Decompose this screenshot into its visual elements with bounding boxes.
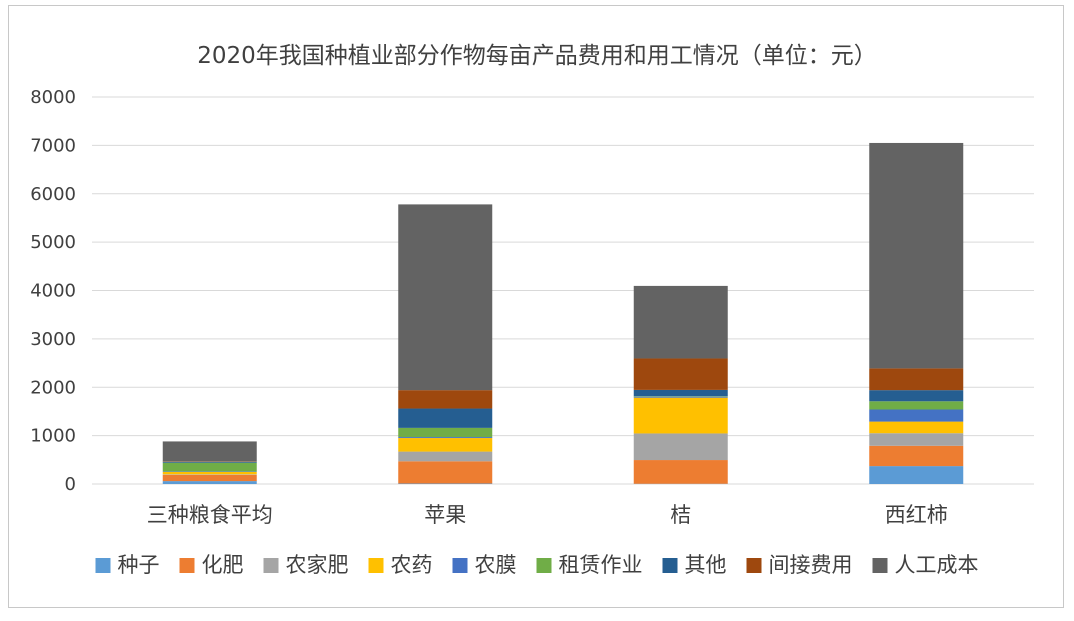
bar-segment	[162, 481, 257, 484]
bars	[162, 142, 964, 484]
bar-segment	[162, 474, 257, 482]
legend: 种子 化肥 农家肥 农药 农膜 租赁作业 其他 间接费用 人工成本	[95, 553, 979, 577]
bar-segment	[869, 368, 964, 391]
bar-segment	[398, 437, 493, 439]
bar-segment	[869, 421, 964, 434]
bar-segment	[162, 462, 257, 472]
legend-swatch	[662, 558, 678, 573]
legend-item: 间接费用	[746, 553, 853, 577]
y-tick-label: 7000	[30, 135, 76, 156]
bar-segment	[162, 441, 257, 462]
y-tick-label: 6000	[30, 184, 76, 205]
legend-label: 农药	[391, 553, 433, 577]
legend-item: 农膜	[452, 553, 517, 577]
bar-segment	[869, 433, 964, 446]
legend-label: 农膜	[475, 553, 517, 577]
x-tick-label: 桔	[670, 503, 691, 527]
bar-segment	[633, 358, 728, 390]
legend-item: 种子	[95, 553, 160, 577]
bar-segment	[398, 408, 493, 428]
bar-segment	[398, 204, 493, 391]
bar-segment	[869, 466, 964, 484]
legend-label: 化肥	[202, 553, 244, 577]
legend-label: 农家肥	[286, 553, 349, 577]
bar-segment	[633, 396, 728, 398]
legend-swatch	[95, 558, 111, 573]
bar-segment	[633, 397, 728, 434]
legend-item: 化肥	[179, 553, 244, 577]
legend-swatch	[263, 558, 279, 573]
y-tick-label: 2000	[30, 377, 76, 398]
bar-segment	[633, 433, 728, 461]
x-tick-label: 西红柿	[885, 503, 948, 527]
legend-label: 种子	[118, 553, 160, 577]
bar-segment	[398, 427, 493, 438]
bar-segment	[869, 390, 964, 402]
x-tick-label: 三种粮食平均	[147, 503, 273, 527]
legend-swatch	[179, 558, 195, 573]
legend-item: 租赁作业	[536, 553, 643, 577]
y-tick-label: 3000	[30, 329, 76, 350]
legend-item: 农家肥	[263, 553, 349, 577]
bar-segment	[398, 451, 493, 462]
legend-swatch	[872, 558, 888, 573]
legend-label: 间接费用	[769, 553, 853, 577]
legend-item: 其他	[662, 553, 727, 577]
chart-title: 2020年我国种植业部分作物每亩产品费用和用工情况（单位：元）	[197, 43, 877, 69]
bar-segment	[869, 409, 964, 422]
x-tick-label: 苹果	[424, 503, 466, 527]
bar-segment	[633, 389, 728, 397]
legend-item: 人工成本	[872, 553, 979, 577]
bar-segment	[398, 438, 493, 452]
bar-segment	[869, 445, 964, 467]
bar-segment	[162, 461, 257, 463]
legend-swatch	[746, 558, 762, 573]
legend-label: 人工成本	[895, 553, 979, 577]
y-tick-label: 4000	[30, 281, 76, 302]
legend-label: 其他	[685, 553, 727, 577]
y-tick-label: 8000	[30, 87, 76, 108]
y-axis-ticks: 0 1000 2000 3000 4000 5000 6000 7000 8000	[30, 87, 76, 495]
legend-swatch	[368, 558, 384, 573]
legend-swatch	[536, 558, 552, 573]
legend-swatch	[452, 558, 468, 573]
bar-segment	[633, 460, 728, 484]
y-tick-label: 5000	[30, 232, 76, 253]
bar-segment	[398, 390, 493, 409]
x-axis-ticks: 三种粮食平均 苹果 桔 西红柿	[147, 503, 948, 527]
bar-segment	[869, 401, 964, 410]
bar-segment	[162, 471, 257, 475]
legend-label: 租赁作业	[559, 553, 643, 577]
y-tick-label: 0	[65, 474, 76, 495]
bar-segment	[398, 461, 493, 484]
bar-segment	[633, 285, 728, 359]
bar-segment	[869, 142, 964, 369]
legend-item: 农药	[368, 553, 433, 577]
y-tick-label: 1000	[30, 426, 76, 447]
